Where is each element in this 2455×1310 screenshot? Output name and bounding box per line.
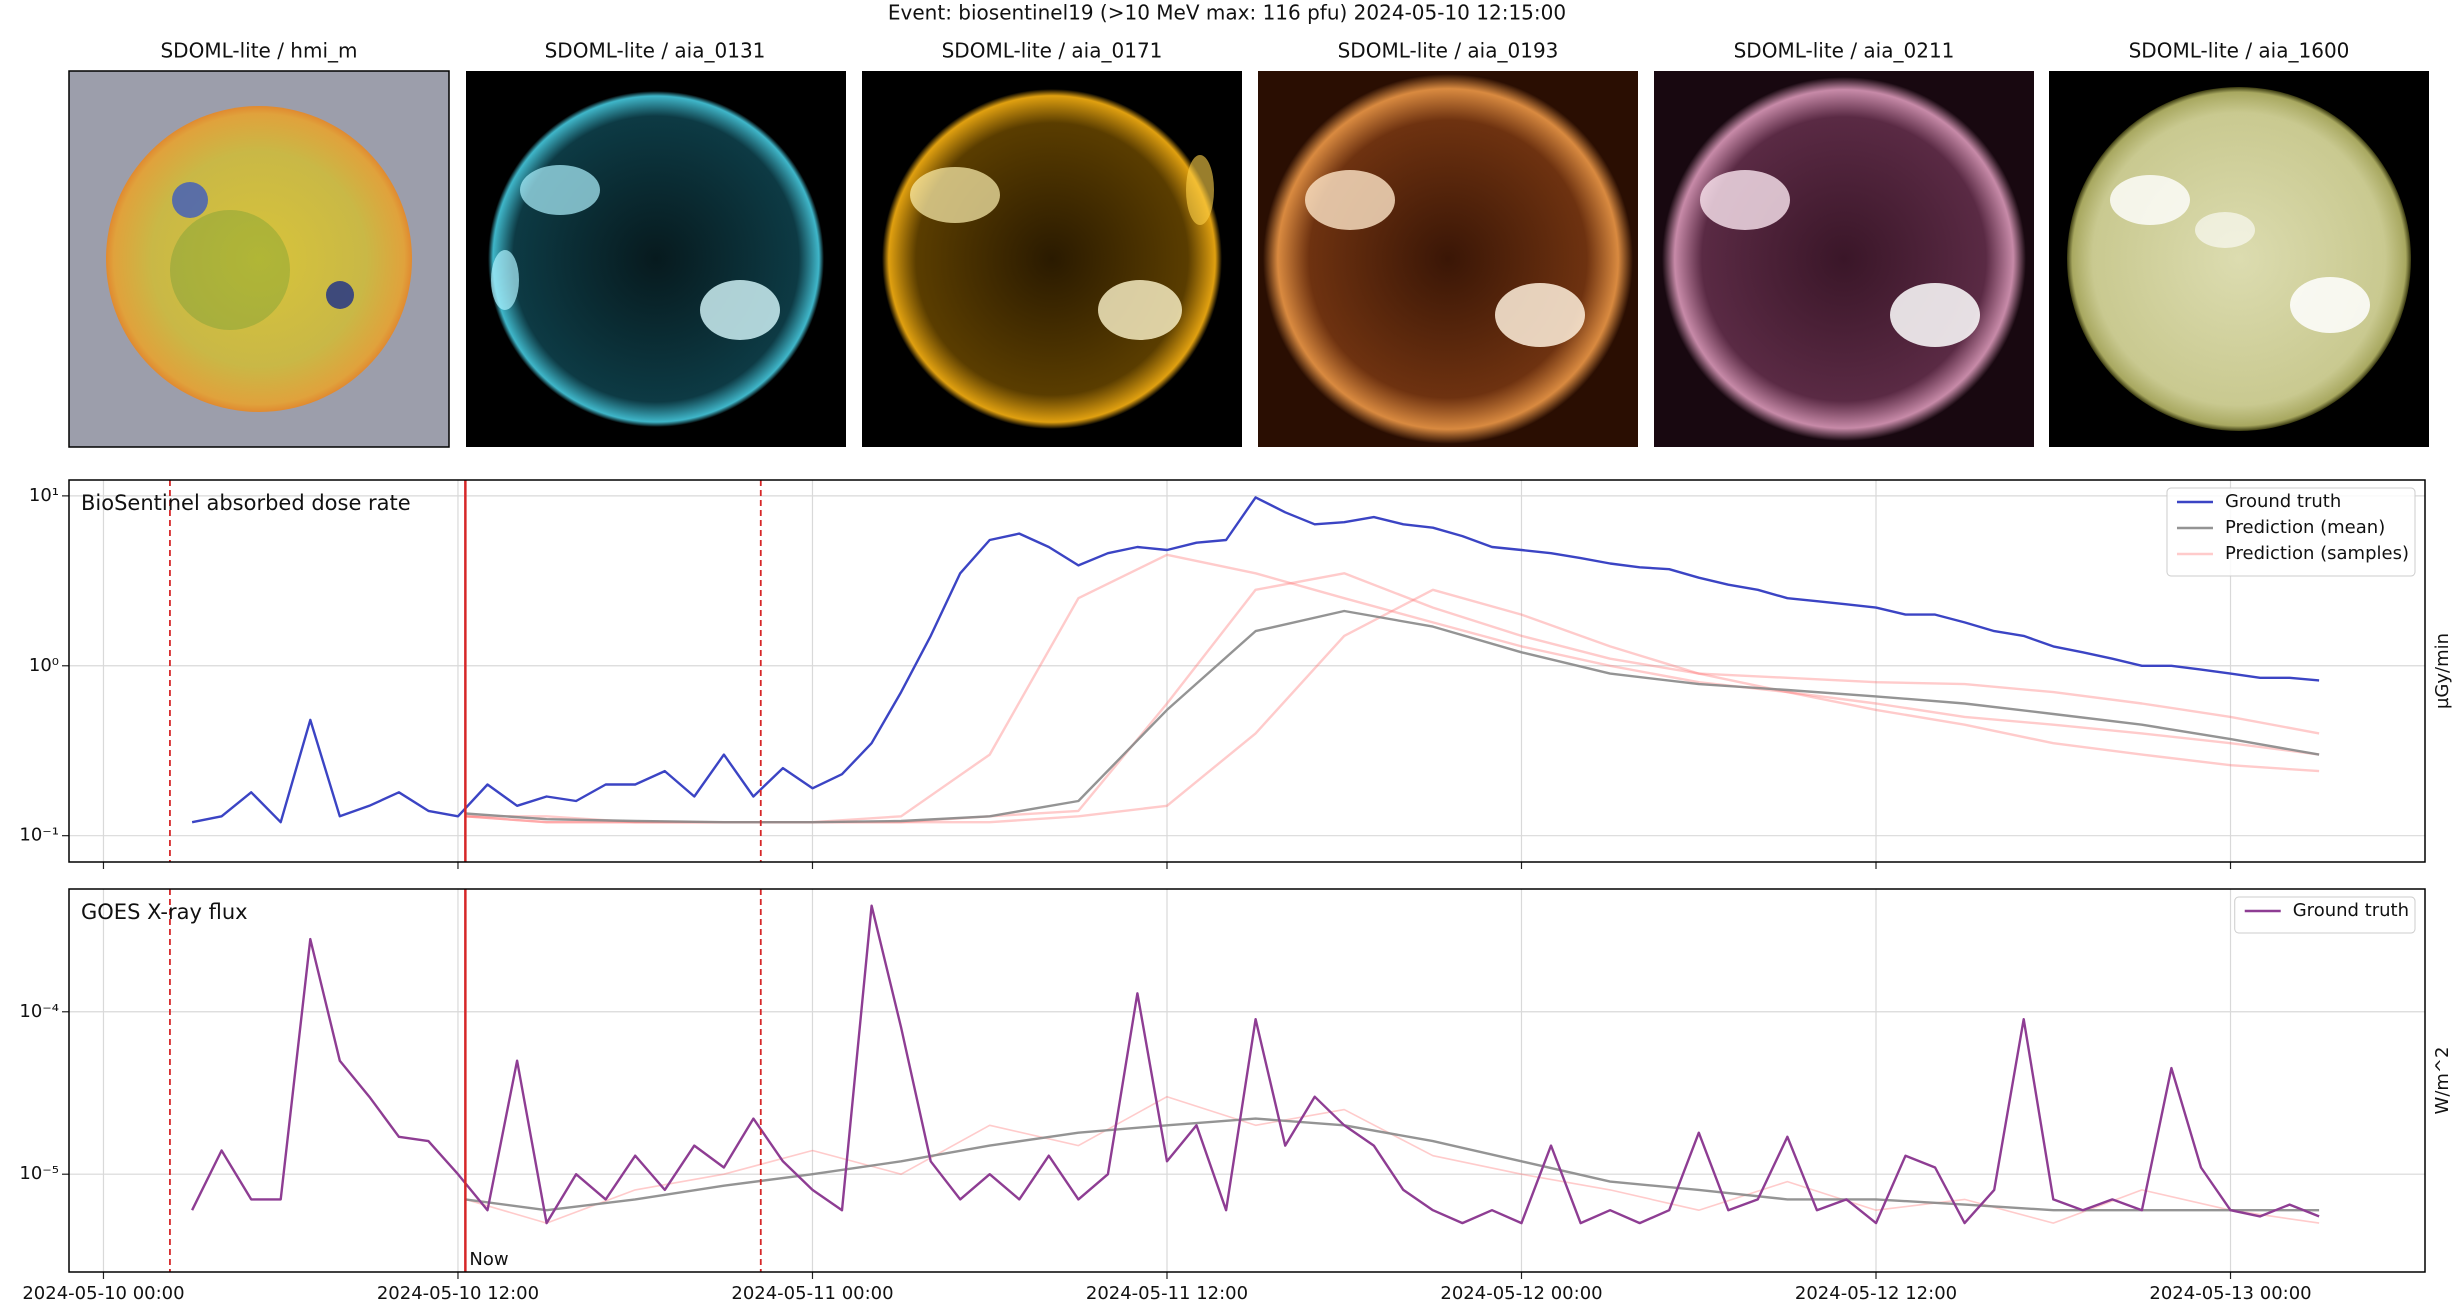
series-line: [191, 496, 2320, 824]
series-line: [465, 609, 2320, 824]
y-tick-label: 10⁰: [29, 655, 59, 676]
sun-disk: [106, 106, 412, 412]
active-region: [491, 250, 519, 310]
active-region: [700, 280, 780, 340]
active-region: [2290, 277, 2370, 333]
panel-title: SDOML-lite / aia_0171: [942, 39, 1163, 63]
y-axis-label: W/m^2: [2432, 1047, 2453, 1115]
plot-frame: [68, 479, 2426, 863]
solar-panel: SDOML-lite / aia_1600: [2049, 39, 2429, 447]
y-tick-label: 10⁻⁵: [19, 1163, 59, 1184]
active-region: [1098, 280, 1182, 340]
legend-box: [2166, 487, 2416, 577]
x-tick-label: 2024-05-11 12:00: [1086, 1283, 1248, 1304]
sunspot: [326, 281, 354, 309]
series-line: [191, 904, 2320, 1225]
sun-disk: [2067, 87, 2411, 431]
plot-frame: [68, 888, 2426, 1273]
marker-label: Now: [469, 1249, 508, 1270]
y-tick-label: 10¹: [29, 485, 59, 506]
x-tick-label: 2024-05-10 00:00: [22, 1283, 184, 1304]
active-region: [1305, 170, 1395, 230]
panel-title: SDOML-lite / aia_0193: [1338, 39, 1559, 63]
x-tick-label: 2024-05-10 12:00: [377, 1283, 539, 1304]
active-region: [1495, 283, 1585, 347]
active-region: [1700, 170, 1790, 230]
sun-disk: [1662, 77, 2026, 441]
active-region: [2195, 212, 2255, 248]
legend-box: [2234, 896, 2416, 934]
plot-area: [69, 480, 2425, 862]
legend-label: Prediction (samples): [2225, 543, 2409, 564]
sun-disk: [882, 89, 1222, 429]
panel-title: SDOML-lite / aia_0131: [545, 39, 766, 63]
field-region: [170, 210, 290, 330]
legend: Ground truth Prediction (mean) Prediction …: [2166, 487, 2416, 577]
solar-panel: SDOML-lite / aia_0211: [1654, 39, 2034, 447]
y-tick-label: 10⁻¹: [19, 825, 59, 846]
active-region: [1186, 155, 1214, 225]
x-tick-label: 2024-05-12 00:00: [1440, 1283, 1602, 1304]
y-axis-label: µGy/min: [2432, 633, 2453, 709]
solar-panel: SDOML-lite / aia_0193: [1258, 39, 1638, 447]
figure-title: Event: biosentinel19 (>10 MeV max: 116 p…: [888, 1, 1566, 25]
x-tick-label: 2024-05-11 00:00: [731, 1283, 893, 1304]
panel-title: SDOML-lite / hmi_m: [160, 39, 357, 63]
chart-title: GOES X-ray flux: [81, 900, 248, 924]
solar-panel: SDOML-lite / hmi_m: [68, 39, 450, 448]
solar-panel: SDOML-lite / aia_0171: [862, 39, 1242, 447]
legend-label: Prediction (mean): [2225, 517, 2385, 538]
solar-panel: SDOML-lite / aia_0131: [466, 39, 846, 447]
active-region: [1890, 283, 1980, 347]
panel-title: SDOML-lite / aia_1600: [2129, 39, 2350, 63]
sun-disk: [1263, 74, 1633, 444]
active-region: [520, 165, 600, 215]
series-line: [465, 1117, 2320, 1212]
panel-title: SDOML-lite / aia_0211: [1734, 39, 1955, 63]
sunspot: [172, 182, 208, 218]
active-region: [910, 167, 1000, 223]
active-region: [2110, 175, 2190, 225]
sun-disk: [488, 91, 824, 427]
chart-title: BioSentinel absorbed dose rate: [81, 491, 411, 515]
legend-label: Ground truth: [2225, 491, 2341, 512]
x-tick-label: 2024-05-12 12:00: [1795, 1283, 1957, 1304]
y-tick-label: 10⁻⁴: [19, 1001, 59, 1022]
legend-label: Ground truth: [2293, 900, 2409, 921]
legend: Ground truth: [2234, 896, 2416, 934]
x-tick-label: 2024-05-13 00:00: [2149, 1283, 2311, 1304]
